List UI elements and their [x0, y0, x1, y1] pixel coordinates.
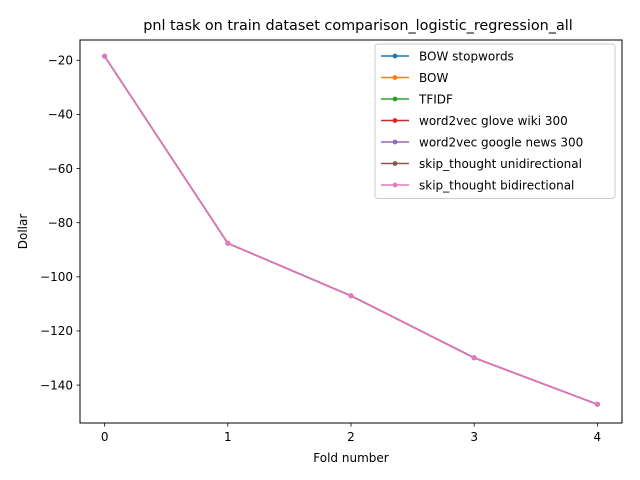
x-tick-label: 3	[470, 430, 478, 444]
y-tick-label: −120	[40, 324, 73, 338]
x-tick-label: 2	[347, 430, 355, 444]
legend-marker	[392, 161, 398, 166]
data-point	[348, 293, 354, 299]
legend-marker	[392, 118, 398, 123]
x-tick-label: 0	[101, 430, 109, 444]
legend-label: word2vec google news 300	[419, 135, 583, 149]
legend: BOW stopwords BOW TFIDF word2vec glove wiki…	[374, 43, 616, 199]
y-axis-label: Dollar	[16, 214, 30, 250]
legend-label: BOW stopwords	[419, 49, 514, 63]
legend-label: skip_thought bidirectional	[419, 178, 574, 192]
x-tick-label: 4	[594, 430, 602, 444]
plot-lines	[102, 53, 600, 407]
data-point	[102, 53, 108, 59]
y-axis: −140 −120 −100 −80 −60 −40 −20	[40, 54, 80, 392]
legend-marker	[392, 75, 398, 80]
chart-title: pnl task on train dataset comparison_log…	[143, 18, 573, 34]
legend-marker	[392, 182, 398, 188]
y-tick-label: −80	[48, 216, 73, 230]
y-tick-label: −20	[48, 54, 73, 68]
legend-marker	[392, 53, 398, 59]
x-tick-label: 1	[224, 430, 232, 444]
y-tick-label: −140	[40, 378, 73, 392]
legend-marker	[392, 96, 398, 102]
legend-label: word2vec glove wiki 300	[419, 114, 568, 128]
y-tick-label: −100	[40, 270, 73, 284]
x-axis-label: Fold number	[313, 451, 388, 465]
data-point	[594, 401, 600, 407]
y-tick-label: −40	[48, 108, 73, 122]
x-axis: 0 1 2 3 4	[101, 423, 601, 444]
legend-box	[374, 43, 616, 199]
legend-label: TFIDF	[418, 92, 453, 106]
data-point	[225, 240, 231, 246]
y-tick-label: −60	[48, 162, 73, 176]
legend-label: BOW	[419, 71, 448, 85]
legend-label: skip_thought unidirectional	[419, 157, 582, 171]
data-point	[471, 355, 477, 361]
legend-marker	[392, 139, 398, 145]
